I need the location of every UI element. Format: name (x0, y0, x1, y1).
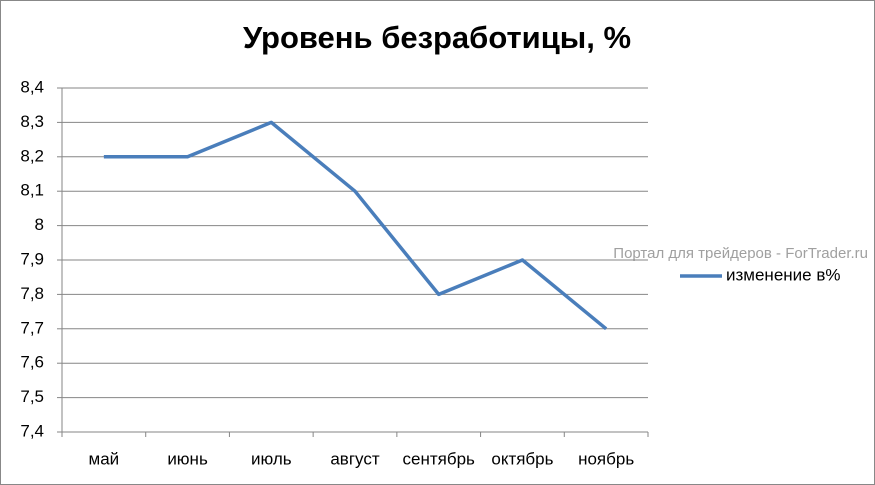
watermark: Портал для трейдеров - ForTrader.ru (613, 245, 868, 262)
legend-label: изменение в% (726, 265, 840, 284)
y-tick-label: 7,7 (20, 318, 44, 337)
y-tick-label: 8,2 (20, 146, 44, 165)
x-tick-label: ноябрь (578, 449, 634, 468)
x-tick-label: октябрь (491, 449, 553, 468)
y-tick-label: 7,5 (20, 387, 44, 406)
y-tick-label: 7,8 (20, 284, 44, 303)
chart-title: Уровень безработицы, % (243, 20, 631, 55)
y-tick-label: 8,3 (20, 112, 44, 131)
data-line (103, 120, 608, 331)
x-tick-label: июнь (167, 449, 208, 468)
x-tick-label: май (89, 449, 120, 468)
y-tick-label: 8 (35, 215, 44, 234)
x-tick-label: сентябрь (403, 449, 476, 468)
x-tick-label: июль (251, 449, 292, 468)
y-tick-label: 8,1 (20, 181, 44, 200)
y-tick-label: 7,4 (20, 421, 44, 440)
x-tick-label: август (330, 449, 379, 468)
y-tick-label: 8,4 (20, 77, 44, 96)
y-tick-label: 7,9 (20, 249, 44, 268)
y-tick-label: 7,6 (20, 353, 44, 372)
